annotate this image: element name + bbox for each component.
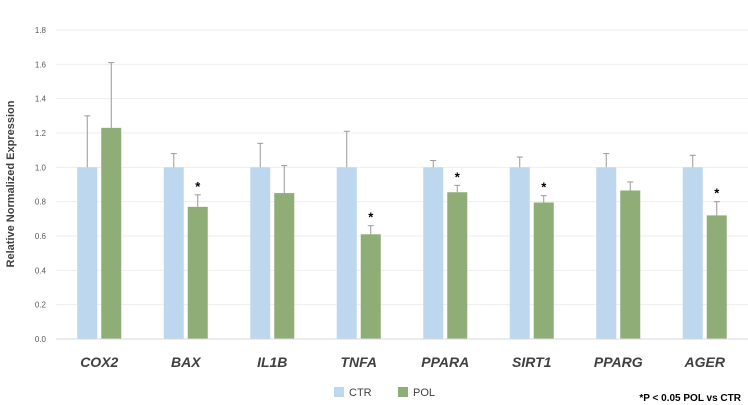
y-tick-label: 1.6 bbox=[35, 60, 47, 69]
significance-star-sirt1: * bbox=[541, 180, 547, 195]
y-tick-label: 0.0 bbox=[35, 335, 47, 344]
bar-ctr-il1b bbox=[250, 167, 271, 339]
bars bbox=[77, 127, 727, 339]
category-label-bax: BAX bbox=[171, 354, 202, 370]
y-tick-label: 1.2 bbox=[35, 129, 47, 138]
legend-swatch-pol bbox=[398, 387, 408, 397]
bar-ctr-sirt1 bbox=[509, 167, 530, 339]
significance-star-tnfa: * bbox=[368, 210, 374, 225]
bar-pol-ager bbox=[706, 215, 727, 339]
bar-pol-sirt1 bbox=[533, 202, 554, 339]
category-label-ppara: PPARA bbox=[421, 354, 469, 370]
category-label-ager: AGER bbox=[684, 354, 726, 370]
bar-pol-cox2 bbox=[101, 127, 122, 339]
legend: CTR POL bbox=[334, 387, 435, 399]
bar-ctr-cox2 bbox=[77, 167, 98, 339]
category-label-sirt1: SIRT1 bbox=[512, 354, 552, 370]
bar-pol-bax bbox=[187, 206, 208, 339]
category-label-il1b: IL1B bbox=[257, 354, 287, 370]
significance-star-bax: * bbox=[195, 179, 201, 194]
legend-swatch-ctr bbox=[334, 387, 344, 397]
significance-star-ager: * bbox=[714, 186, 720, 201]
bar-ctr-ppara bbox=[423, 167, 444, 339]
legend-label-ctr: CTR bbox=[349, 387, 372, 399]
y-tick-label: 1.0 bbox=[35, 163, 47, 172]
gridlines bbox=[56, 29, 748, 306]
bar-ctr-bax bbox=[163, 167, 184, 339]
y-axis-ticks: 0.0 0.2 0.4 0.6 0.8 1.0 1.2 1.4 1.6 1.8 bbox=[35, 26, 47, 344]
legend-label-pol: POL bbox=[413, 387, 435, 399]
significance-footnote: *P < 0.05 POL vs CTR bbox=[639, 393, 741, 404]
bar-ctr-ager bbox=[682, 167, 703, 339]
bar-pol-il1b bbox=[274, 193, 295, 339]
category-label-tnfa: TNFA bbox=[340, 354, 377, 370]
category-label-cox2: COX2 bbox=[80, 354, 118, 370]
y-tick-label: 0.6 bbox=[35, 232, 47, 241]
y-tick-label: 1.8 bbox=[35, 26, 47, 35]
x-axis-categories: COX2 BAX IL1B TNFA PPARA SIRT1 PPARG AGER bbox=[80, 354, 726, 370]
significance-star-ppara: * bbox=[455, 169, 461, 184]
y-tick-label: 1.4 bbox=[35, 95, 47, 104]
y-axis-label: Relative Normalized Expression bbox=[5, 100, 17, 267]
y-tick-label: 0.2 bbox=[35, 301, 47, 310]
error-bars bbox=[84, 62, 720, 235]
bar-pol-tnfa bbox=[360, 234, 381, 339]
bar-pol-pparg bbox=[620, 190, 641, 339]
y-tick-label: 0.4 bbox=[35, 266, 47, 275]
y-tick-label: 0.8 bbox=[35, 198, 47, 207]
bar-ctr-pparg bbox=[596, 167, 617, 339]
bar-pol-ppara bbox=[447, 192, 468, 339]
category-label-pparg: PPARG bbox=[594, 354, 643, 370]
significance-markers: * * * * * bbox=[195, 169, 720, 224]
bar-ctr-tnfa bbox=[336, 167, 357, 339]
